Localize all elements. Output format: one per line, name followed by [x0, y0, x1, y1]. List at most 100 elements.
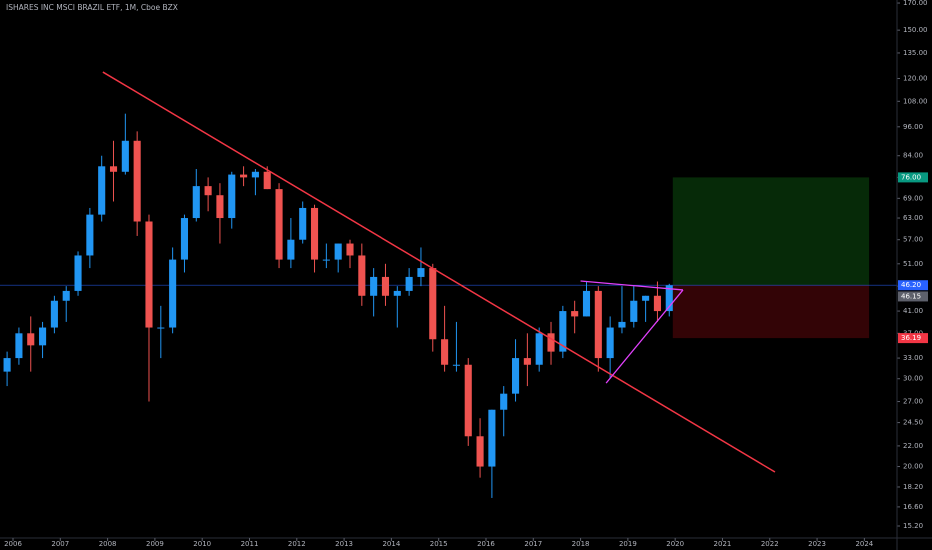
candle-body — [393, 290, 401, 296]
candle-body — [133, 140, 141, 222]
candle-body — [287, 239, 295, 260]
candle-body — [358, 255, 366, 296]
candle-body — [275, 189, 283, 260]
candle-body — [429, 268, 437, 340]
y-tick-label: 63.00 — [903, 214, 923, 222]
candle-body — [441, 339, 449, 365]
y-tick-label: 51.00 — [903, 260, 923, 268]
candle-body — [3, 358, 11, 372]
x-tick-label: 2022 — [761, 540, 779, 548]
target-label-bg — [898, 172, 928, 183]
candle-body — [157, 327, 165, 329]
candle-body — [192, 186, 200, 219]
y-tick-label: 69.00 — [903, 194, 923, 202]
candle-body — [606, 327, 614, 359]
entry-label: 46.20 — [901, 281, 921, 289]
y-tick-label: 170.00 — [903, 0, 928, 7]
candle-body — [39, 327, 47, 346]
x-tick-label: 2008 — [99, 540, 117, 548]
candle-body — [452, 364, 460, 366]
candle-body — [27, 333, 35, 346]
candle-body — [15, 333, 23, 359]
candle-body — [381, 276, 390, 296]
target-label: 76.00 — [901, 173, 921, 181]
candle-body — [642, 295, 650, 301]
candle-body — [630, 300, 638, 322]
candle-body — [535, 333, 543, 365]
y-tick-label: 15.20 — [903, 522, 923, 530]
candle-body — [618, 321, 626, 328]
y-tick-label: 150.00 — [903, 26, 928, 34]
candle-body — [334, 243, 342, 260]
candle-body — [62, 290, 70, 301]
x-tick-label: 2011 — [241, 540, 259, 548]
candle-body — [582, 290, 591, 317]
y-tick-label: 16.60 — [903, 503, 923, 511]
candle-body — [559, 311, 567, 352]
x-tick-label: 2009 — [146, 540, 164, 548]
x-tick-label: 2013 — [335, 540, 353, 548]
x-tick-label: 2020 — [666, 540, 684, 548]
candle-body — [145, 221, 153, 328]
y-tick-label: 96.00 — [903, 123, 923, 131]
candle-body — [204, 186, 212, 196]
candle-body — [86, 214, 94, 256]
x-tick-label: 2021 — [714, 540, 732, 548]
y-tick-label: 57.00 — [903, 236, 923, 244]
plot-area — [0, 71, 897, 498]
candle-body — [216, 195, 224, 219]
candle-body — [405, 276, 413, 291]
candle-body — [310, 207, 319, 260]
x-tick-label: 2018 — [572, 540, 590, 548]
candle-body — [594, 290, 602, 359]
x-tick-label: 2019 — [619, 540, 637, 548]
candle-body — [240, 174, 248, 178]
y-tick-label: 18.20 — [903, 483, 923, 491]
y-tick-label: 84.00 — [903, 152, 923, 160]
candle-body — [464, 364, 472, 437]
entry-label-bg — [898, 280, 928, 291]
stop-label: 36.19 — [901, 334, 921, 342]
candle-body — [109, 166, 118, 172]
chart-title: ISHARES INC MSCI BRAZIL ETF, 1M, Cboe BZ… — [6, 3, 178, 12]
candle-body — [488, 409, 496, 467]
candle-body — [547, 333, 555, 352]
y-tick-label: 33.00 — [903, 354, 923, 362]
x-tick-label: 2015 — [430, 540, 448, 548]
candle-body — [121, 140, 129, 172]
candle-body — [346, 243, 354, 256]
candle-body — [180, 218, 189, 260]
x-tick-label: 2010 — [193, 540, 211, 548]
x-tick-label: 2023 — [808, 540, 826, 548]
x-tick-label: 2006 — [4, 540, 22, 548]
loss-zone — [672, 285, 870, 339]
candle-body — [665, 285, 673, 312]
y-tick-label: 27.00 — [903, 398, 923, 406]
candle-body — [476, 436, 484, 467]
triangle-line — [580, 280, 684, 291]
candle-body — [299, 207, 307, 240]
x-tick-label: 2014 — [382, 540, 400, 548]
x-tick-label: 2012 — [288, 540, 306, 548]
x-tick-label: 2007 — [51, 540, 69, 548]
profit-zone — [672, 177, 870, 286]
candle-body — [511, 358, 520, 394]
candle-body — [500, 393, 508, 410]
candle-body — [98, 166, 106, 215]
y-tick-label: 24.50 — [903, 419, 923, 427]
y-tick-label: 41.00 — [903, 307, 923, 315]
trend-line — [102, 71, 776, 473]
candle-body — [74, 255, 82, 291]
last-price-label: 46.15 — [901, 292, 921, 300]
candle-body — [169, 259, 177, 328]
candle-body — [653, 295, 661, 312]
triangle-line — [605, 289, 684, 384]
y-tick-label: 22.00 — [903, 442, 923, 450]
x-tick-label: 2017 — [524, 540, 542, 548]
y-tick-label: 135.00 — [903, 49, 928, 57]
candle-body — [370, 276, 378, 296]
x-tick-label: 2024 — [855, 540, 873, 548]
candle-body — [523, 358, 531, 365]
y-tick-label: 120.00 — [903, 74, 928, 82]
last-price-bg — [898, 291, 928, 302]
